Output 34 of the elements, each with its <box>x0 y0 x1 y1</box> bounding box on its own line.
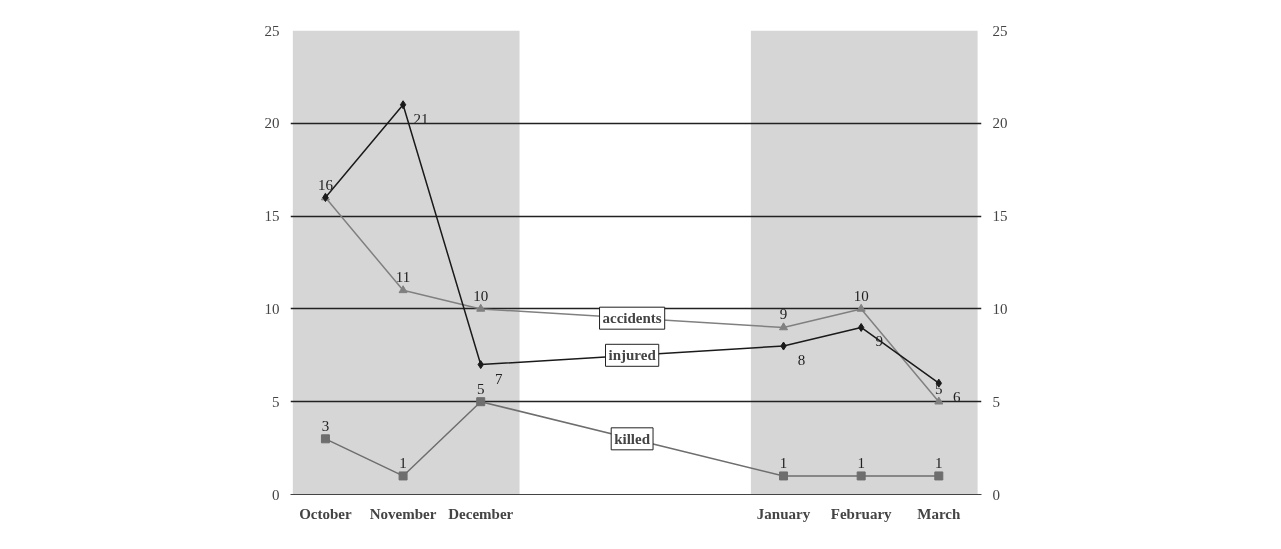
data-label: 10 <box>473 287 489 304</box>
y-tick-label: 10 <box>264 300 280 317</box>
data-label: 16 <box>317 176 334 193</box>
data-label: 3 <box>321 417 330 434</box>
data-label: 7 <box>494 370 503 387</box>
x-tick-label: October <box>299 505 353 522</box>
data-label: 11 <box>395 269 411 286</box>
series-label: accidents <box>602 310 662 327</box>
data-label: 5 <box>476 380 485 397</box>
x-tick-label: March <box>917 505 961 522</box>
data-label: 1 <box>779 454 788 471</box>
data-label: 10 <box>853 287 869 304</box>
y2-tick-label: 25 <box>992 22 1008 39</box>
data-label: 9 <box>779 306 788 323</box>
data-label: 1 <box>399 454 407 471</box>
x-tick-label: February <box>830 505 893 522</box>
data-label: 8 <box>797 352 806 369</box>
y2-tick-label: 10 <box>992 300 1008 317</box>
y2-tick-label: 0 <box>992 486 1000 503</box>
series-label: killed <box>614 430 651 447</box>
data-label: 1 <box>935 454 943 471</box>
data-label: 1 <box>857 454 865 471</box>
x-tick-label: November <box>369 505 437 522</box>
y-tick-label: 5 <box>272 393 280 410</box>
y-tick-label: 25 <box>264 22 280 39</box>
series-label: injured <box>608 347 657 364</box>
y-tick-label: 15 <box>264 208 280 225</box>
x-tick-label: January <box>756 505 811 522</box>
y2-tick-label: 15 <box>992 208 1008 225</box>
y2-tick-label: 5 <box>992 393 1000 410</box>
y-tick-label: 0 <box>272 486 280 503</box>
x-tick-label: December <box>448 505 514 522</box>
y2-tick-label: 20 <box>992 115 1008 132</box>
y-tick-label: 20 <box>264 115 280 132</box>
